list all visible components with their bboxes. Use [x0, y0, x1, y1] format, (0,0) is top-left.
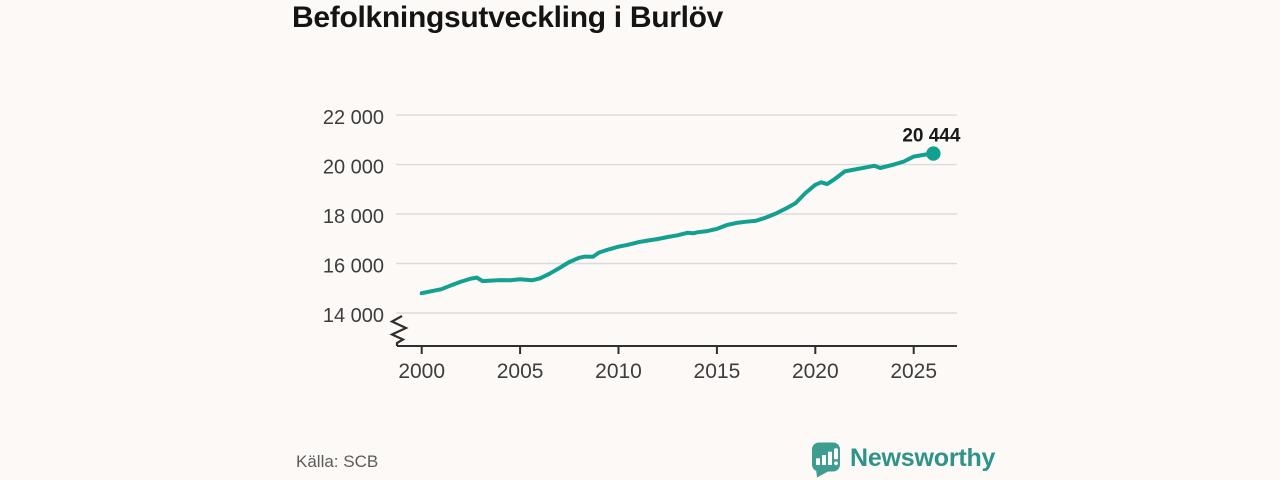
x-axis-tick-label: 2020: [792, 360, 839, 383]
x-axis-tick-label: 2015: [694, 360, 741, 383]
end-point-marker: [926, 146, 941, 161]
x-axis-tick-label: 2000: [398, 360, 445, 383]
newsworthy-logo: Newsworthy: [811, 442, 995, 479]
x-axis-tick-label: 2010: [595, 360, 642, 383]
x-axis-tick-label: 2025: [890, 360, 937, 383]
y-axis-tick-label: 20 000: [323, 157, 384, 179]
y-axis-tick-label: 16 000: [323, 256, 384, 278]
y-axis-tick-label: 22 000: [323, 107, 384, 129]
end-point-label: 20 444: [902, 126, 961, 147]
newsworthy-logo-icon: [812, 442, 840, 478]
y-axis-tick-label: 14 000: [323, 305, 384, 327]
newsworthy-wordmark: Newsworthy: [850, 444, 996, 472]
x-axis-tick-label: 2005: [497, 360, 544, 383]
axis-break-icon: [389, 315, 409, 346]
y-axis-tick-label: 18 000: [323, 206, 384, 228]
population-line: [419, 151, 936, 296]
chart-title: Befolkningsutveckling i Burlöv: [292, 1, 724, 34]
source-label: Källa: SCB: [296, 452, 379, 471]
